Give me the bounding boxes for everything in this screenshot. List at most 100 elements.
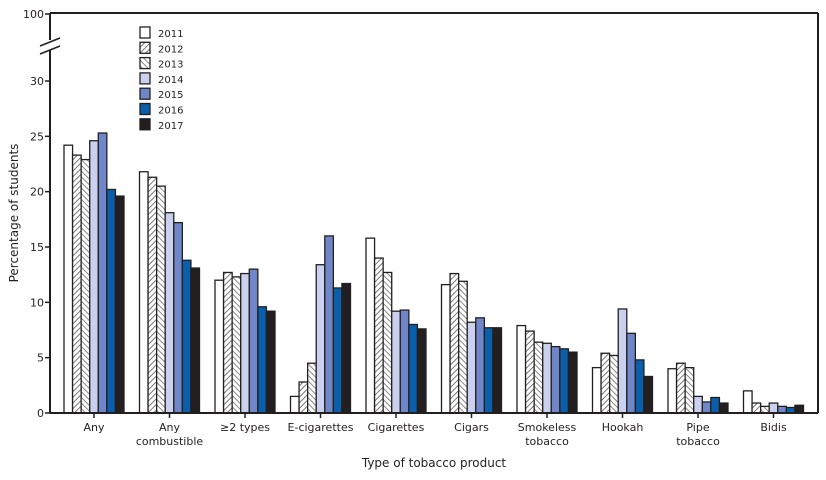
legend-label-2017: 2017 xyxy=(158,121,183,132)
bar-2014 xyxy=(391,310,401,414)
y-tick-label: 25 xyxy=(30,130,44,143)
legend-label-2014: 2014 xyxy=(158,75,183,86)
x-tick-label: combustible xyxy=(136,435,204,448)
bar-2015 xyxy=(475,317,486,414)
bar-2014 xyxy=(617,308,628,414)
bar-2013 xyxy=(533,341,544,414)
bar-2011 xyxy=(63,144,74,414)
bar-2015 xyxy=(248,268,259,414)
bar-2011 xyxy=(289,395,300,414)
bar-2014 xyxy=(315,264,326,414)
bar-2017 xyxy=(643,375,654,414)
bar-2011 xyxy=(214,279,225,414)
bar-2015 xyxy=(97,132,108,414)
bar-2013 xyxy=(231,276,242,414)
bar-2014 xyxy=(768,402,779,414)
bar-2017 xyxy=(265,310,276,414)
legend-swatch-2012 xyxy=(139,41,151,54)
bar-2011 xyxy=(440,283,451,414)
x-tick-label: Hookah xyxy=(602,421,644,434)
y-tick-label: 20 xyxy=(30,186,44,199)
bar-2015 xyxy=(701,401,712,414)
bar-2011 xyxy=(365,237,376,414)
bar-2011 xyxy=(742,390,753,414)
bar-2014 xyxy=(466,321,477,414)
bar-2015 xyxy=(173,222,184,414)
bar-2013 xyxy=(155,185,166,414)
bar-2017 xyxy=(416,328,427,414)
bar-2014 xyxy=(240,272,250,414)
y-tick-label: 10 xyxy=(30,296,44,309)
x-tick-label: Cigarettes xyxy=(368,421,425,434)
axis-break-mark xyxy=(39,37,61,47)
x-axis-title: Type of tobacco product xyxy=(361,456,507,470)
y-tick-label: 30 xyxy=(30,75,44,88)
bar-2016 xyxy=(181,259,192,414)
bar-2011 xyxy=(138,171,149,414)
legend-label-2011: 2011 xyxy=(158,29,183,40)
bar-2011 xyxy=(591,366,602,414)
bar-2012 xyxy=(222,271,233,414)
bar-2014 xyxy=(89,140,99,414)
legend-label-2013: 2013 xyxy=(158,60,183,71)
legend-label-2016: 2016 xyxy=(158,106,183,117)
legend-swatch-2014 xyxy=(139,72,151,85)
bar-2014 xyxy=(542,342,552,414)
legend-swatch-2011 xyxy=(139,26,151,39)
bar-2016 xyxy=(106,188,117,414)
y-tick-label: 15 xyxy=(30,241,44,254)
bar-2012 xyxy=(373,257,384,414)
legend-swatch-2015 xyxy=(139,87,151,100)
bar-2012 xyxy=(147,176,158,414)
bar-2013 xyxy=(80,158,91,414)
bar-2013 xyxy=(684,366,695,414)
bar-2016 xyxy=(332,287,343,414)
bar-2016 xyxy=(634,359,645,414)
x-tick-label: Bidis xyxy=(760,421,787,434)
x-tick-label: E-cigarettes xyxy=(288,421,354,434)
bar-2012 xyxy=(600,352,611,414)
bar-2017 xyxy=(794,404,805,414)
x-tick-label: Any xyxy=(83,421,104,434)
y-tick-label: 0 xyxy=(37,407,44,420)
x-tick-label: Smokeless xyxy=(518,421,577,434)
bar-2017 xyxy=(718,402,729,414)
bar-2015 xyxy=(550,345,561,414)
bar-2012 xyxy=(71,154,82,414)
bar-2017 xyxy=(341,282,352,414)
bar-2015 xyxy=(626,332,637,414)
legend-swatch-2017 xyxy=(139,118,151,131)
bar-2016 xyxy=(257,306,268,414)
bar-2013 xyxy=(457,280,468,414)
bar-2015 xyxy=(324,235,335,414)
bar-2011 xyxy=(667,368,678,414)
bar-2011 xyxy=(516,324,527,414)
bar-2016 xyxy=(408,323,419,414)
bar-2013 xyxy=(306,362,317,414)
y-tick-label: 5 xyxy=(37,352,44,365)
y-tick-label-100: 100 xyxy=(23,8,44,21)
bar-2017 xyxy=(190,267,201,414)
x-tick-label: tobacco xyxy=(676,435,720,448)
legend-swatch-2013 xyxy=(139,56,151,70)
x-tick-label: Pipe xyxy=(686,421,709,434)
bar-2016 xyxy=(483,327,494,414)
bar-2017 xyxy=(567,351,578,414)
bar-2012 xyxy=(751,402,762,414)
bar-2015 xyxy=(399,309,410,414)
x-tick-label: Any xyxy=(159,421,180,434)
bar-2014 xyxy=(164,212,175,414)
legend-label-2012: 2012 xyxy=(158,44,183,55)
legend-swatch-2016 xyxy=(139,102,151,116)
bar-2012 xyxy=(524,330,535,414)
y-axis-title: Percentage of students xyxy=(7,144,21,283)
x-tick-label: tobacco xyxy=(525,435,569,448)
axis-break-mark xyxy=(39,45,61,55)
bar-2017 xyxy=(492,327,503,414)
x-tick-label: Cigars xyxy=(454,421,489,434)
bar-2012 xyxy=(449,272,460,414)
bar-2012 xyxy=(298,381,309,414)
legend-label-2015: 2015 xyxy=(158,90,183,101)
x-tick-label: ≥2 types xyxy=(220,421,270,434)
